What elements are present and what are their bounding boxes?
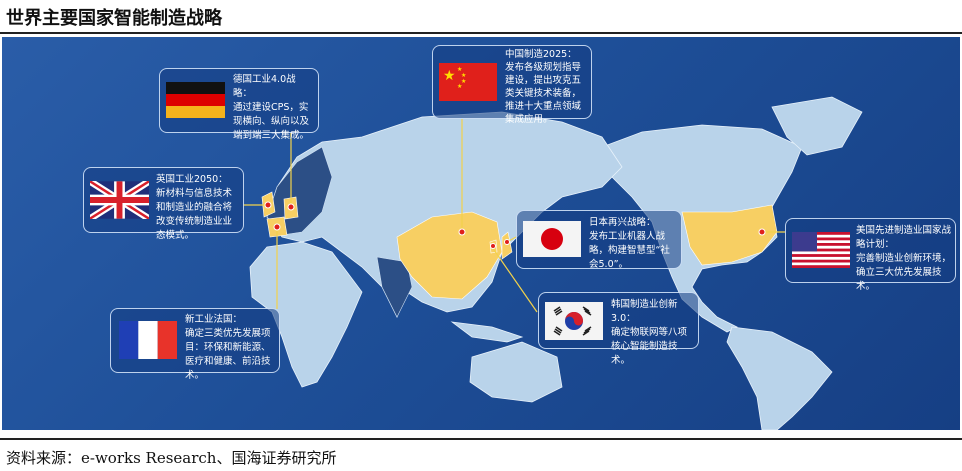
france-flag-icon: [119, 321, 177, 359]
strategy-heading: 中国制造2025：: [505, 49, 577, 60]
greenland: [771, 96, 863, 156]
marker-france: [273, 223, 281, 231]
strategy-heading: 新工业法国：: [185, 314, 243, 325]
svg-text:★: ★: [457, 66, 462, 73]
strategy-card-uk: 英国工业2050： 新材料与信息技术和制造业的融合将改变传统制造业业态模式。: [83, 167, 244, 241]
europe-countries: [266, 146, 333, 236]
title-divider: [0, 32, 962, 34]
strategy-text: 完善制造业创新环境，确立三大优先发展技术。: [856, 253, 952, 292]
strategy-text: 新材料与信息技术和制造业的融合将改变传统制造业业态模式。: [156, 188, 233, 241]
strategy-heading: 美国先进制造业国家战略计划：: [856, 225, 952, 250]
strategy-text: 确定物联网等八项核心智能制造技术。: [611, 327, 688, 366]
source-note: 资料来源：e-works Research、国海证券研究所: [6, 449, 337, 467]
svg-text:★: ★: [443, 68, 456, 84]
strategy-card-korea: 韩国制造业创新3.0： 确定物联网等八项核心智能制造技术。: [538, 292, 699, 366]
africa: [249, 241, 363, 388]
page-title: 世界主要国家智能制造战略: [6, 8, 222, 29]
japan-highlight: [501, 231, 513, 260]
usa-flag-icon: [792, 232, 850, 268]
svg-text:★: ★: [457, 83, 462, 90]
strategy-card-germany: 德国工业4.0战略： 通过建设CPS，实现横向、纵向以及端到端三大集成。: [159, 68, 319, 141]
marker-uk: [264, 201, 272, 209]
japan-flag-icon: [523, 221, 581, 257]
korea-flag-icon: [545, 302, 603, 340]
strategy-text: 发布工业机器人战略，构建智慧型“社会5.0”。: [589, 231, 670, 270]
strategy-text: 发布各级规划指导建设，提出攻克五类关键技术装备，推进十大重点领域集成应用。: [505, 62, 582, 125]
connector-korea: [491, 246, 538, 313]
usa-highlight: [681, 204, 778, 266]
marker-japan: [504, 239, 510, 245]
source-divider: [0, 438, 962, 440]
australia: [469, 341, 563, 403]
strategy-heading: 韩国制造业创新3.0：: [611, 299, 678, 324]
germany-flag-icon: [166, 82, 225, 118]
strategy-heading: 日本再兴战略：: [589, 217, 656, 228]
world-map-panel: 德国工业4.0战略： 通过建设CPS，实现横向、纵向以及端到端三大集成。 英国工…: [2, 37, 960, 430]
strategy-card-japan: 日本再兴战略： 发布工业机器人战略，构建智慧型“社会5.0”。: [516, 210, 682, 270]
strategy-text: 确定三类优先发展项目：环保和新能源、医疗和健康、前沿技术。: [185, 328, 271, 381]
eurasia: [266, 111, 623, 318]
china-flag-icon: ★ ★★ ★★: [439, 63, 497, 101]
china-highlight: [396, 211, 503, 300]
uk-flag-icon: [90, 181, 149, 219]
strategy-heading: 英国工业2050：: [156, 174, 228, 185]
marker-germany: [287, 203, 295, 211]
marker-usa: [758, 228, 766, 236]
southeast-asia: [450, 321, 524, 343]
marker-china: [458, 228, 466, 236]
strategy-card-china: ★ ★ ★ ★ ★ 中国制造2025： 发布各级规划指导建设，提出攻克五类关键技术装…: [432, 45, 592, 125]
south-america: [726, 326, 833, 430]
marker-korea: [490, 243, 496, 249]
world-map: [243, 96, 863, 430]
strategy-heading: 德国工业4.0战略：: [233, 74, 296, 99]
svg-text:★: ★: [461, 78, 466, 85]
svg-text:★: ★: [461, 72, 466, 79]
strategy-text: 通过建设CPS，实现横向、纵向以及端到端三大集成。: [233, 102, 310, 141]
strategy-card-france: 新工业法国： 确定三类优先发展项目：环保和新能源、医疗和健康、前沿技术。: [110, 308, 280, 381]
strategy-card-usa: 美国先进制造业国家战略计划： 完善制造业创新环境，确立三大优先发展技术。: [785, 218, 956, 292]
